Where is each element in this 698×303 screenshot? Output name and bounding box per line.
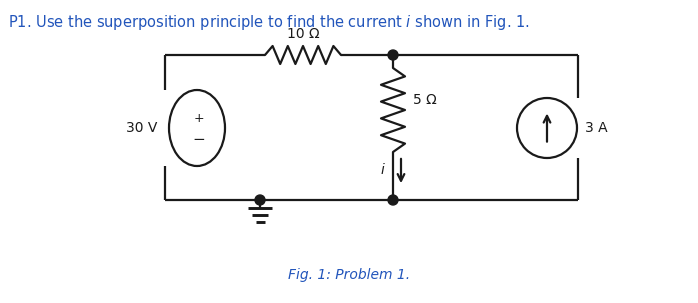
Circle shape <box>388 50 398 60</box>
Circle shape <box>255 195 265 205</box>
Text: −: − <box>193 132 205 148</box>
Text: Fig. 1: Problem 1.: Fig. 1: Problem 1. <box>288 268 410 282</box>
Text: 5 Ω: 5 Ω <box>413 93 437 107</box>
Text: +: + <box>193 112 205 125</box>
Circle shape <box>388 195 398 205</box>
Text: $i$: $i$ <box>380 161 386 177</box>
Text: 10 Ω: 10 Ω <box>287 27 319 41</box>
Text: 30 V: 30 V <box>126 121 157 135</box>
Text: 3 A: 3 A <box>585 121 608 135</box>
Text: P1. Use the superposition principle to find the current $i$ shown in Fig. 1.: P1. Use the superposition principle to f… <box>8 13 530 32</box>
